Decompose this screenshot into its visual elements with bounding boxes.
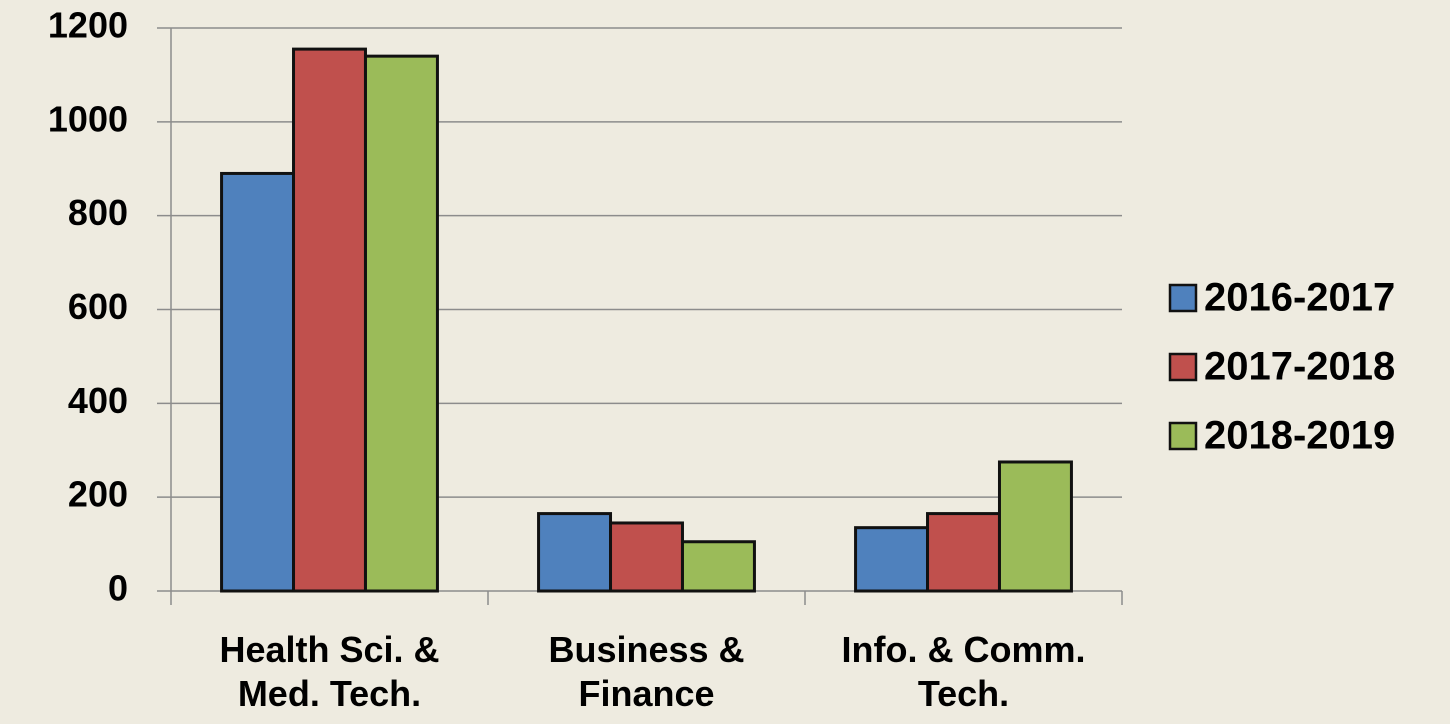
legend-swatch <box>1168 283 1198 313</box>
legend-label: 2018-2019 <box>1204 414 1395 458</box>
bar <box>997 460 1073 593</box>
y-tick-label: 1000 <box>48 98 128 139</box>
y-tick-label: 1200 <box>48 5 128 46</box>
y-tick-label: 0 <box>108 568 128 609</box>
y-tick-label: 400 <box>68 380 128 421</box>
bar <box>537 512 613 593</box>
legend-label: 2016-2017 <box>1204 276 1395 320</box>
x-tick-label: Info. & Comm. Tech. <box>841 629 1086 714</box>
bar <box>363 54 439 593</box>
x-tick-label: Health Sci. & Med. Tech. <box>219 629 440 714</box>
bar <box>680 540 756 593</box>
legend-swatch <box>1168 352 1198 382</box>
bar <box>926 512 1001 593</box>
legend-swatch <box>1168 421 1198 451</box>
bar <box>854 526 930 593</box>
y-tick-label: 800 <box>68 192 128 233</box>
x-tick-label: Business & Finance <box>548 629 745 714</box>
bar <box>609 521 684 593</box>
y-tick-label: 600 <box>68 286 128 327</box>
bar <box>292 47 367 593</box>
bar <box>220 171 296 593</box>
legend-label: 2017-2018 <box>1204 345 1395 389</box>
y-tick-label: 200 <box>68 474 128 515</box>
